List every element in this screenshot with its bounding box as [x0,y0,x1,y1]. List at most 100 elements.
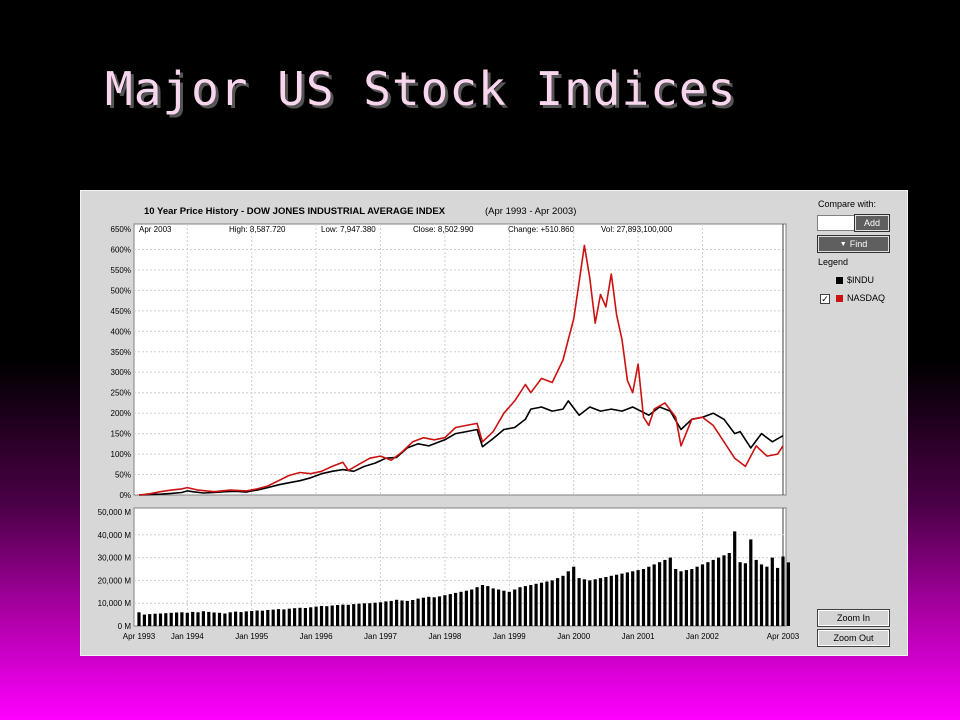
volume-bar [217,612,222,626]
volume-bar [631,571,635,626]
price-y-tick-label: 650% [111,225,131,234]
volume-bar [180,612,184,626]
volume-bar [352,604,356,626]
legend-item-indu: $INDU [847,275,875,285]
price-y-tick-label: 150% [111,430,131,439]
volume-bar [722,555,726,626]
find-button[interactable]: ▼ Find [817,235,890,253]
zoom-out-button[interactable]: Zoom Out [817,629,890,647]
volume-bar [604,577,608,626]
volume-bar [309,607,313,626]
volume-bar [437,596,442,626]
legend-item-nasdaq: NASDAQ [847,293,886,303]
x-tick-label: Jan 1996 [300,632,333,641]
volume-bar [759,564,764,626]
nasdaq-visible-checkbox[interactable]: ✓ [820,294,830,304]
volume-bar [395,599,399,626]
volume-bar [647,566,651,626]
add-button-label: Add [863,218,880,228]
volume-bar [652,564,656,626]
volume-bar [781,556,785,626]
volume-bar [293,608,297,626]
volume-bar [743,563,747,626]
price-y-tick-label: 350% [111,348,131,357]
volume-bar [212,612,216,626]
volume-bar [137,612,141,626]
volume-bar [400,600,404,626]
zoom-in-button[interactable]: Zoom In [817,609,890,627]
volume-bar [207,611,211,626]
volume-bar [341,604,345,626]
price-y-tick-label: 300% [111,368,131,377]
x-tick-label: Jan 2000 [557,632,590,641]
volume-bar [765,566,769,626]
volume-y-tick-label: 10,000 M [98,599,132,608]
price-history-chart: 10 Year Price History - DOW JONES INDUST… [98,206,800,641]
volume-bar [239,612,243,626]
price-y-tick-label: 450% [111,307,131,316]
volume-bar [470,589,474,626]
volume-bar [346,604,350,626]
volume-bar [411,600,415,626]
add-button[interactable]: Add [854,214,890,232]
volume-bar [502,590,506,626]
volume-bar [513,589,517,626]
volume-bar [711,559,715,626]
volume-bar [690,569,694,626]
volume-bar [733,531,737,626]
volume-bar [507,591,511,626]
stat-change: Change: +510.860 [508,225,575,234]
nasdaq-series-line [138,244,784,496]
volume-bar [191,611,195,626]
volume-bar [196,612,200,626]
volume-bar [491,588,495,626]
volume-y-tick-label: 30,000 M [98,554,132,563]
chart-application-window: 10 Year Price History - DOW JONES INDUST… [80,190,908,656]
volume-bar [282,609,286,626]
volume-bar [625,572,629,626]
volume-bar [164,613,168,626]
volume-bar [475,587,479,626]
find-button-label: Find [849,239,868,249]
volume-y-tick-label: 0 M [118,622,132,631]
volume-bar [378,602,383,626]
x-tick-label: Jan 1995 [235,632,268,641]
volume-bar [663,559,667,626]
volume-bar [727,553,731,626]
volume-bar [717,557,721,626]
volume-bar [303,608,307,626]
volume-bar [706,562,710,626]
volume-bar [271,609,275,626]
volume-bar [389,600,393,626]
price-y-tick-label: 50% [115,471,131,480]
price-panel [133,223,787,496]
volume-bar [679,571,683,626]
volume-bar [561,575,565,626]
volume-bar [454,592,458,626]
volume-bar [368,603,372,626]
nasdaq-color-swatch [836,295,843,302]
volume-bar [276,609,281,626]
volume-bar [770,557,774,626]
price-y-tick-label: 200% [111,409,131,418]
volume-bar [223,613,227,626]
volume-bar [572,566,576,626]
volume-bar [148,614,152,626]
volume-bar [459,591,463,626]
volume-bar [373,602,377,626]
price-y-tick-label: 500% [111,286,131,295]
volume-bar [529,585,533,626]
volume-y-tick-label: 20,000 M [98,576,132,585]
indu-series-line [138,400,784,496]
volume-bar [153,613,157,626]
slide-title: Major US Stock Indices [105,62,737,116]
x-tick-label: Jan 1994 [171,632,204,641]
compare-symbol-input[interactable] [817,215,855,231]
volume-bar [641,569,646,626]
volume-bar [658,562,662,626]
volume-bar [416,598,420,626]
volume-bar [244,611,248,626]
volume-bar [497,589,501,626]
volume-bar [534,583,538,626]
volume-y-tick-label: 40,000 M [98,531,132,540]
